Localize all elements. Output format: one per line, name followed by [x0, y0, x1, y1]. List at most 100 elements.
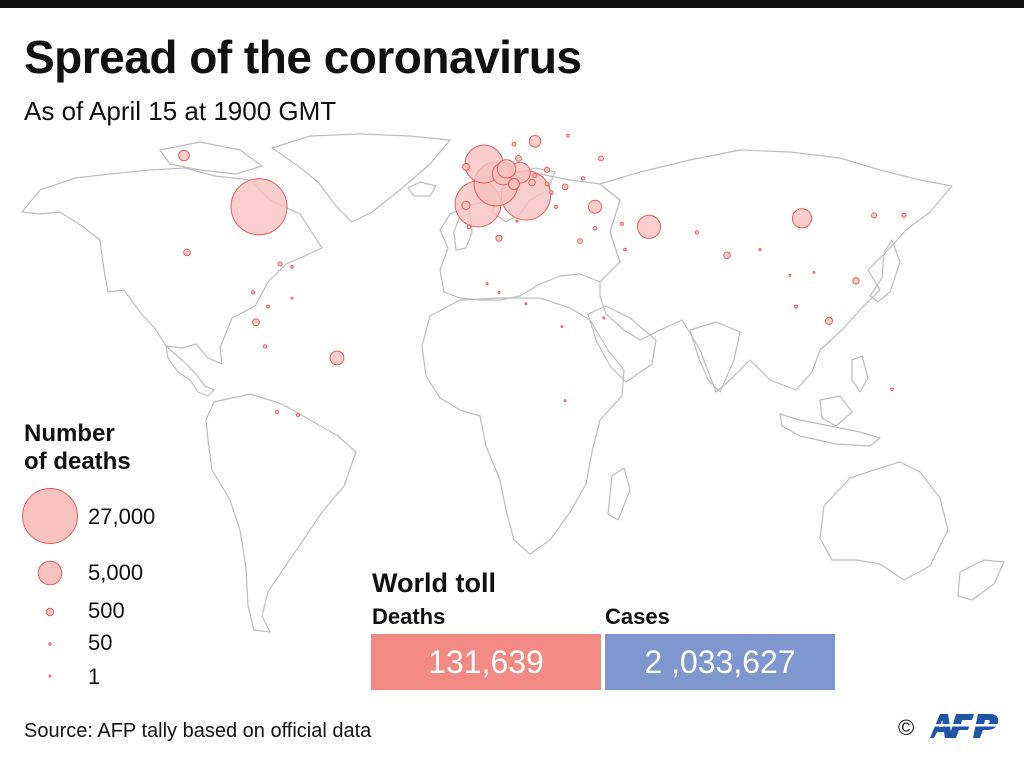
death-bubble: [620, 221, 624, 226]
land-north-america: [21, 167, 323, 365]
legend-circle-5000: [37, 560, 63, 586]
legend-circle-500: [45, 607, 55, 617]
death-bubble: [549, 190, 554, 195]
death-bubble: [230, 178, 288, 236]
land-japan: [869, 239, 901, 303]
land-greenland: [271, 133, 451, 223]
death-bubble: [580, 176, 586, 181]
death-bubble: [528, 135, 542, 148]
legend-label-50: 50: [88, 630, 113, 655]
death-bubble: [515, 155, 522, 162]
death-bubble: [592, 225, 598, 231]
death-bubble: [791, 208, 813, 229]
afp-logo-icon: [926, 714, 1002, 738]
death-bubble: [794, 304, 798, 309]
death-bubble: [511, 141, 517, 147]
death-bubble: [544, 181, 550, 187]
death-bubble: [462, 162, 470, 171]
death-bubble: [758, 248, 762, 252]
land-africa: [421, 297, 625, 555]
land-india: [689, 321, 741, 393]
death-bubble: [508, 178, 520, 190]
land-indonesia: [779, 413, 881, 447]
land-south-america: [205, 393, 357, 633]
world-toll-title: World toll: [372, 568, 496, 598]
death-bubble: [561, 183, 569, 191]
death-bubble: [329, 350, 345, 366]
death-bubble: [250, 290, 256, 295]
land-asia: [599, 149, 953, 393]
death-bubble: [277, 261, 283, 267]
legend-title-line1: Number: [24, 420, 115, 447]
legend-label-27000: 27,000: [88, 504, 156, 529]
land-arabia: [587, 305, 657, 383]
page-subtitle: As of April 15 at 1900 GMT: [24, 96, 337, 126]
land-arctic-islands: [159, 141, 263, 175]
cases-value-box: 2 ,033,627: [605, 634, 835, 690]
deaths-label: Deaths: [372, 604, 446, 629]
death-bubble: [496, 159, 517, 179]
land-madagascar: [607, 467, 631, 521]
death-bubble: [598, 155, 604, 162]
legend-circle-27000: [22, 488, 78, 544]
death-bubble: [694, 230, 700, 235]
land-borneo: [819, 395, 853, 427]
copyright-symbol: ©: [898, 715, 915, 740]
land-iceland: [407, 181, 437, 197]
deaths-value-box: 131,639: [371, 634, 601, 690]
legend-title-line2: of deaths: [24, 448, 131, 475]
death-bubble: [602, 316, 606, 320]
legend-label-1: 1: [88, 664, 101, 689]
death-bubble: [295, 412, 301, 417]
death-bubble: [266, 304, 270, 309]
death-bubble: [485, 282, 489, 286]
death-bubble: [852, 277, 860, 285]
death-bubble: [553, 204, 559, 210]
death-bubble: [466, 224, 472, 230]
death-bubble: [824, 316, 834, 325]
land-australia: [819, 461, 949, 581]
legend-label-5000: 5,000: [88, 560, 144, 585]
death-bubble: [524, 302, 528, 306]
death-bubble: [497, 290, 501, 294]
death-bubble: [290, 296, 294, 300]
death-bubble: [461, 200, 471, 210]
top-bar: [0, 0, 1024, 8]
death-bubble: [178, 149, 190, 162]
death-bubble: [183, 248, 191, 257]
land-philippines: [851, 355, 869, 393]
land-central-america: [165, 345, 215, 397]
death-bubble: [723, 251, 731, 260]
legend-circle-50: [48, 642, 52, 646]
legend-circle-1: [48, 674, 52, 678]
death-bubble: [901, 212, 907, 218]
cases-label: Cases: [605, 604, 670, 629]
death-bubble: [566, 133, 570, 138]
death-bubble: [588, 199, 602, 214]
page-title: Spread of the coronavirus: [24, 31, 582, 83]
legend-title: Number of deaths: [24, 420, 131, 476]
death-bubble: [262, 344, 268, 349]
cases-value: 2 ,033,627: [644, 643, 796, 680]
death-bubble: [532, 173, 538, 178]
death-bubble: [812, 270, 816, 274]
land-new-zealand: [957, 559, 1005, 601]
death-bubble: [577, 238, 583, 245]
death-bubble: [543, 166, 551, 173]
death-bubble: [528, 178, 536, 187]
death-bubble: [274, 410, 280, 415]
death-bubbles: [178, 133, 907, 417]
death-bubble: [252, 318, 260, 327]
death-bubble: [515, 219, 519, 223]
death-bubble: [560, 325, 564, 329]
death-bubble: [871, 212, 877, 219]
source-note: Source: AFP tally based on official data: [24, 720, 372, 742]
legend-label-500: 500: [88, 598, 125, 623]
death-bubble: [890, 387, 894, 392]
death-bubble: [623, 247, 627, 252]
death-bubble: [636, 214, 662, 239]
death-bubble: [788, 273, 792, 277]
death-bubble: [290, 265, 294, 269]
death-bubble: [563, 399, 567, 403]
